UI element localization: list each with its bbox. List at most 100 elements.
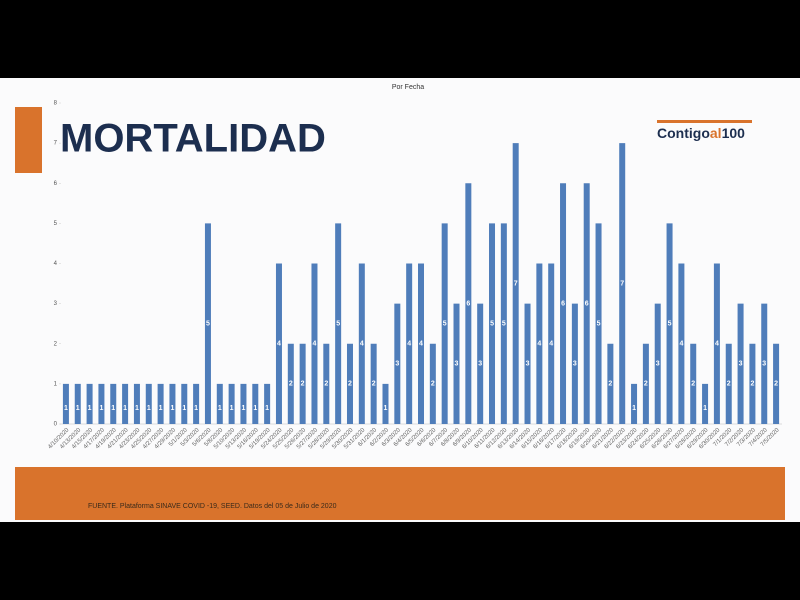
value-label: 3 bbox=[455, 361, 459, 368]
bar bbox=[642, 343, 649, 424]
bar bbox=[62, 383, 69, 424]
value-label: 3 bbox=[762, 361, 766, 368]
bar bbox=[323, 343, 330, 424]
value-label: 1 bbox=[632, 405, 636, 412]
value-label: 1 bbox=[170, 405, 174, 412]
value-label: 2 bbox=[774, 381, 778, 388]
value-label: 2 bbox=[691, 381, 695, 388]
value-label: 2 bbox=[608, 381, 612, 388]
y-tick-label: 3 bbox=[54, 301, 58, 307]
bar bbox=[299, 343, 306, 424]
value-label: 4 bbox=[407, 341, 411, 348]
bar bbox=[477, 303, 484, 424]
value-label: 4 bbox=[313, 341, 317, 348]
value-label: 4 bbox=[360, 341, 364, 348]
bar bbox=[346, 343, 353, 424]
bar bbox=[429, 343, 436, 424]
bar bbox=[654, 303, 661, 424]
value-label: 5 bbox=[206, 321, 210, 328]
value-label: 1 bbox=[230, 405, 234, 412]
bar bbox=[749, 343, 756, 424]
value-label: 4 bbox=[537, 341, 541, 348]
bar bbox=[157, 383, 164, 424]
value-label: 5 bbox=[668, 321, 672, 328]
value-label: 1 bbox=[88, 405, 92, 412]
value-label: 1 bbox=[194, 405, 198, 412]
value-label: 1 bbox=[159, 405, 163, 412]
value-label: 1 bbox=[703, 405, 707, 412]
value-label: 6 bbox=[585, 300, 589, 307]
bar bbox=[311, 263, 318, 424]
bar bbox=[240, 383, 247, 424]
bar bbox=[500, 223, 507, 424]
y-tick-label: 6 bbox=[54, 181, 58, 187]
value-label: 5 bbox=[490, 321, 494, 328]
bar bbox=[382, 383, 389, 424]
footer-text: FUENTE. Plataforma SINAVE COVID -19, SEE… bbox=[88, 503, 337, 510]
bar bbox=[204, 223, 211, 424]
value-label: 3 bbox=[656, 361, 660, 368]
bar bbox=[110, 383, 117, 424]
value-label: 1 bbox=[123, 405, 127, 412]
bar bbox=[74, 383, 81, 424]
bar bbox=[548, 263, 555, 424]
value-label: 4 bbox=[419, 341, 423, 348]
logo-part: 100 bbox=[722, 125, 746, 141]
value-label: 4 bbox=[549, 341, 553, 348]
slide-title: MORTALIDAD bbox=[60, 117, 326, 161]
logo: Contigoal100 bbox=[657, 125, 745, 141]
accent-bar bbox=[15, 107, 42, 173]
bar bbox=[773, 343, 780, 424]
value-label: 1 bbox=[265, 405, 269, 412]
value-label: 3 bbox=[395, 361, 399, 368]
bar bbox=[690, 343, 697, 424]
bar bbox=[725, 343, 732, 424]
bar bbox=[453, 303, 460, 424]
y-tick-label: 7 bbox=[54, 141, 58, 147]
bar bbox=[737, 303, 744, 424]
value-label: 7 bbox=[620, 280, 624, 287]
value-label: 7 bbox=[514, 280, 518, 287]
bar bbox=[702, 383, 709, 424]
bar bbox=[465, 183, 472, 424]
bar bbox=[275, 263, 282, 424]
bar bbox=[98, 383, 105, 424]
value-label: 5 bbox=[336, 321, 340, 328]
y-tick-label: 0 bbox=[54, 422, 58, 428]
bar bbox=[335, 223, 342, 424]
value-label: 6 bbox=[466, 300, 470, 307]
value-label: 4 bbox=[679, 341, 683, 348]
y-tick-label: 4 bbox=[54, 261, 58, 267]
bar bbox=[512, 143, 519, 424]
value-label: 1 bbox=[182, 405, 186, 412]
bar bbox=[418, 263, 424, 424]
y-tick-label: 5 bbox=[54, 221, 58, 227]
value-label: 6 bbox=[561, 300, 565, 307]
bar bbox=[536, 263, 543, 424]
value-label: 2 bbox=[324, 381, 328, 388]
value-label: 3 bbox=[478, 361, 482, 368]
value-label: 1 bbox=[111, 405, 115, 412]
bar bbox=[607, 343, 614, 424]
logo-bar bbox=[657, 120, 752, 123]
value-label: 1 bbox=[147, 405, 151, 412]
bar bbox=[181, 383, 188, 424]
bar bbox=[560, 183, 567, 424]
bar bbox=[394, 303, 401, 424]
chart-title: Por Fecha bbox=[392, 84, 424, 91]
value-label: 3 bbox=[526, 361, 530, 368]
y-tick-label: 8 bbox=[54, 101, 58, 107]
bar bbox=[713, 263, 720, 424]
bar bbox=[761, 303, 768, 424]
bar bbox=[524, 303, 531, 424]
value-label: 1 bbox=[135, 405, 139, 412]
value-label: 1 bbox=[76, 405, 80, 412]
bar bbox=[133, 383, 140, 424]
bar bbox=[193, 383, 200, 424]
value-label: 4 bbox=[715, 341, 719, 348]
bar bbox=[145, 383, 152, 424]
value-label: 1 bbox=[242, 405, 246, 412]
bar bbox=[583, 183, 590, 424]
bar bbox=[666, 223, 673, 424]
bar bbox=[441, 223, 448, 424]
